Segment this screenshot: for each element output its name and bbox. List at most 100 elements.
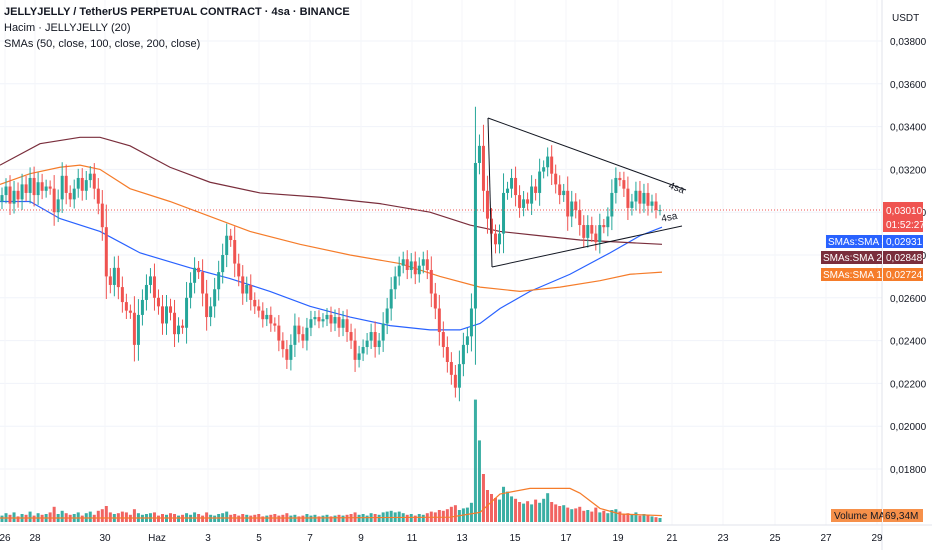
sma50-tag-label: SMAs:SMA 50 (828, 237, 893, 248)
triangle-left-line[interactable] (487, 117, 493, 268)
candle (341, 310, 345, 337)
sma100-tag: SMAs:SMA 100 0,02724 (821, 268, 923, 281)
candle (526, 192, 530, 211)
sma100-tag-value: 0,02724 (886, 270, 923, 281)
symbol-title[interactable]: JELLYJELLY / TetherUS PERPETUAL CONTRACT… (4, 6, 350, 18)
sma-indicator-label[interactable]: SMAs (50, close, 100, close, 200, close) (4, 38, 201, 50)
candle (249, 274, 253, 311)
candle (72, 179, 76, 209)
volume-bar (582, 510, 586, 522)
candle (626, 176, 630, 221)
volume-bar (554, 504, 558, 522)
volume-bar (265, 515, 269, 522)
volume-bar (473, 399, 477, 522)
candle (530, 175, 534, 215)
candle (289, 334, 293, 371)
candle (453, 364, 457, 398)
volume-bar (385, 511, 389, 522)
candle (594, 225, 598, 251)
candle (233, 226, 237, 278)
volume-bar (108, 512, 112, 522)
candle (638, 180, 642, 214)
x-tick-label: 19 (612, 533, 624, 544)
x-tick-label: 23 (717, 533, 729, 544)
volume-bar (152, 512, 156, 522)
candle (646, 183, 650, 216)
x-tick-label: 30 (99, 533, 111, 544)
candle (397, 256, 401, 286)
volume-bar (558, 506, 562, 522)
candle (421, 251, 425, 274)
volume-bar (441, 510, 445, 522)
candle (32, 166, 36, 207)
candle (325, 308, 329, 327)
candle (201, 259, 205, 307)
candle (277, 315, 281, 352)
candle (4, 178, 8, 204)
candle (365, 333, 369, 355)
candle (36, 172, 40, 205)
volume-bar (88, 511, 92, 522)
candle (60, 162, 64, 213)
candle (128, 304, 132, 319)
candle (24, 176, 28, 202)
volume-bar (289, 515, 293, 522)
volume-bar (498, 499, 502, 522)
time-axis[interactable]: 26 28 30 Haz 3 5 7 9 11 13 15 17 19 21 23 25 27 29 (0, 533, 883, 544)
candle (253, 292, 257, 314)
volume-bar (124, 512, 128, 522)
volume-bar (317, 516, 321, 522)
volume-bar (437, 510, 441, 522)
x-tick-label: 3 (205, 533, 211, 544)
volume-bar (586, 510, 590, 522)
candle (333, 309, 337, 332)
candle (48, 180, 52, 195)
x-tick-label: 7 (307, 533, 313, 544)
volume-bar (0, 515, 4, 522)
candle (357, 345, 361, 368)
volume-bar (277, 515, 281, 522)
candle (449, 352, 453, 385)
candle (229, 228, 233, 247)
candle (225, 223, 229, 268)
candle (177, 317, 181, 343)
candle (473, 106, 477, 365)
volume-ma-line (0, 487, 663, 519)
candle (546, 147, 550, 177)
volume-bar (341, 515, 345, 522)
volume-bar (598, 512, 602, 522)
volume-bar (405, 514, 409, 522)
volume-bar (469, 502, 473, 522)
volume-bar (177, 515, 181, 522)
candle (425, 250, 429, 280)
volume-indicator-label[interactable]: Hacim · JELLYJELLY (20) (4, 22, 131, 34)
y-tick-label: 0,02400 (890, 337, 927, 348)
candle (52, 175, 56, 226)
candle (582, 215, 586, 248)
volume-bar (193, 512, 197, 522)
upper-line-note: 4sa (667, 180, 686, 196)
candle (185, 281, 189, 344)
triangle-upper-line[interactable] (487, 117, 687, 191)
volume-bar (365, 515, 369, 522)
volume-bar (502, 486, 506, 522)
candle (64, 164, 68, 205)
candle (297, 317, 301, 343)
candle (16, 182, 20, 208)
candle (566, 176, 570, 231)
candle (120, 276, 124, 313)
candle (373, 321, 377, 358)
candle (433, 282, 437, 320)
candle (104, 204, 108, 299)
candle (136, 299, 140, 361)
x-tick-label: 15 (509, 533, 521, 544)
candle (273, 317, 277, 332)
triangle-pattern[interactable]: 4sa 4sa (487, 117, 687, 268)
triangle-lower-line[interactable] (491, 225, 683, 268)
candle (445, 336, 449, 373)
candle (534, 178, 538, 201)
candles (0, 106, 662, 402)
volume-bar (377, 514, 381, 522)
